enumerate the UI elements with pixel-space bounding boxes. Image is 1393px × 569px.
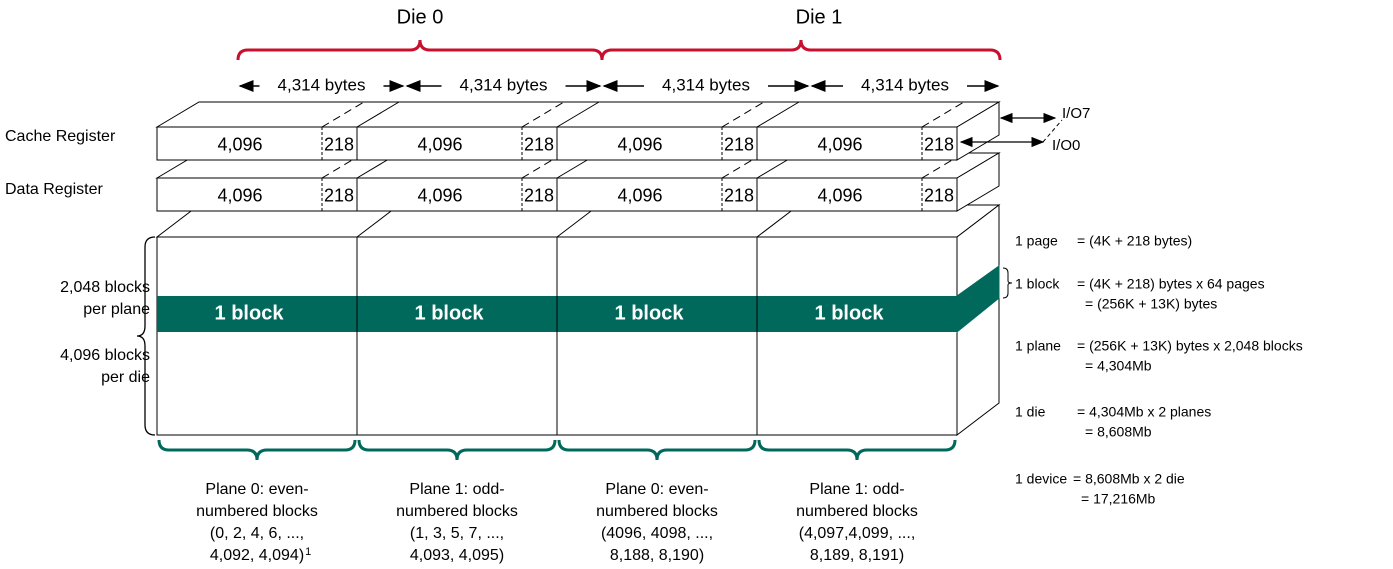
die-brace: [236, 39, 604, 61]
label: 1 die: [1015, 404, 1046, 420]
label: 218: [524, 134, 554, 154]
byte-label-bg: [843, 74, 967, 98]
label: 4,096: [817, 185, 862, 205]
label: 218: [724, 185, 754, 205]
label: = 8,608Mb: [1085, 424, 1152, 440]
label: (1, 3, 5, 7, ...,: [410, 525, 504, 542]
label: 218: [324, 185, 354, 205]
label: 4,314 bytes: [861, 75, 949, 94]
label: Die 1: [796, 6, 843, 28]
label: 1 block: [1015, 276, 1060, 292]
label: numbered blocks: [596, 503, 718, 520]
label: per die: [101, 369, 150, 386]
label: 1 block: [415, 302, 485, 324]
plane-brace: [357, 439, 557, 461]
label: I/O0: [1052, 137, 1080, 154]
plane-brace: [757, 439, 957, 461]
label: Plane 1: odd-: [409, 481, 504, 498]
die-brace: [600, 39, 1002, 61]
label: 4,096: [217, 134, 262, 154]
label: 4,092, 4,094): [210, 547, 304, 564]
label: 4,314 bytes: [662, 75, 750, 94]
plane-brace: [157, 439, 357, 461]
label: Data Register: [5, 181, 103, 198]
label: 4,096: [617, 134, 662, 154]
cell-divider-top: [756, 101, 800, 128]
label: 4,096 blocks: [60, 347, 150, 364]
label: 8,188, 8,190): [610, 547, 704, 564]
label: = (4K + 218 bytes): [1077, 233, 1192, 249]
label: = (4K + 218) bytes x 64 pages: [1077, 276, 1265, 292]
label: 1 page: [1015, 233, 1058, 249]
label: 4,096: [817, 134, 862, 154]
label: 1: [305, 546, 311, 558]
label: (4096, 4098, ...,: [601, 525, 713, 542]
label: Cache Register: [5, 128, 116, 145]
label: numbered blocks: [796, 503, 918, 520]
label: 4,096: [217, 185, 262, 205]
byte-label-bg: [259, 74, 384, 98]
label: I/O7: [1062, 105, 1090, 122]
label: Die 0: [397, 6, 444, 28]
label: 218: [924, 185, 954, 205]
label: = 17,216Mb: [1081, 491, 1156, 507]
label: 1 block: [815, 302, 885, 324]
label: 4,093, 4,095): [410, 547, 504, 564]
label: numbered blocks: [396, 503, 518, 520]
left-brace: [136, 236, 156, 436]
label: per plane: [83, 301, 150, 318]
label: = 4,304Mb x 2 planes: [1077, 404, 1211, 420]
label: (0, 2, 4, 6, ...,: [210, 525, 304, 542]
label: 1 block: [215, 302, 285, 324]
cell-divider-top: [556, 101, 600, 128]
label: Plane 0: even-: [205, 481, 308, 498]
label: Plane 0: even-: [605, 481, 708, 498]
label: 218: [524, 185, 554, 205]
label: Plane 1: odd-: [809, 481, 904, 498]
plane-brace: [557, 439, 757, 461]
label: (4,097,4,099, ...,: [799, 525, 916, 542]
label: 4,314 bytes: [278, 75, 366, 94]
label: 1 block: [615, 302, 685, 324]
spare-divider-top: [721, 101, 765, 128]
block-band-side: [956, 265, 1000, 334]
label: 218: [924, 134, 954, 154]
label: 4,096: [417, 134, 462, 154]
byte-label-bg: [644, 74, 768, 98]
label: 4,096: [617, 185, 662, 205]
spare-divider-top: [521, 101, 565, 128]
label: 2,048 blocks: [60, 279, 150, 296]
label: = 8,608Mb x 2 die: [1073, 471, 1185, 487]
label: 4,314 bytes: [460, 75, 548, 94]
label: 218: [724, 134, 754, 154]
io-dash: [1042, 119, 1063, 143]
block-brace: [1002, 267, 1013, 299]
label: 8,189, 8,191): [810, 547, 904, 564]
byte-label-bg: [441, 74, 566, 98]
spare-divider-top: [921, 101, 965, 128]
label: numbered blocks: [196, 503, 318, 520]
label: 218: [324, 134, 354, 154]
label: = (256K + 13K) bytes x 2,048 blocks: [1077, 338, 1303, 354]
label: 1 device: [1015, 471, 1067, 487]
label: = 4,304Mb: [1085, 358, 1152, 374]
cell-divider-top: [356, 101, 400, 128]
label: 4,096: [417, 185, 462, 205]
spare-divider-top: [321, 101, 365, 128]
label: 1 plane: [1015, 338, 1061, 354]
label: = (256K + 13K) bytes: [1085, 296, 1217, 312]
